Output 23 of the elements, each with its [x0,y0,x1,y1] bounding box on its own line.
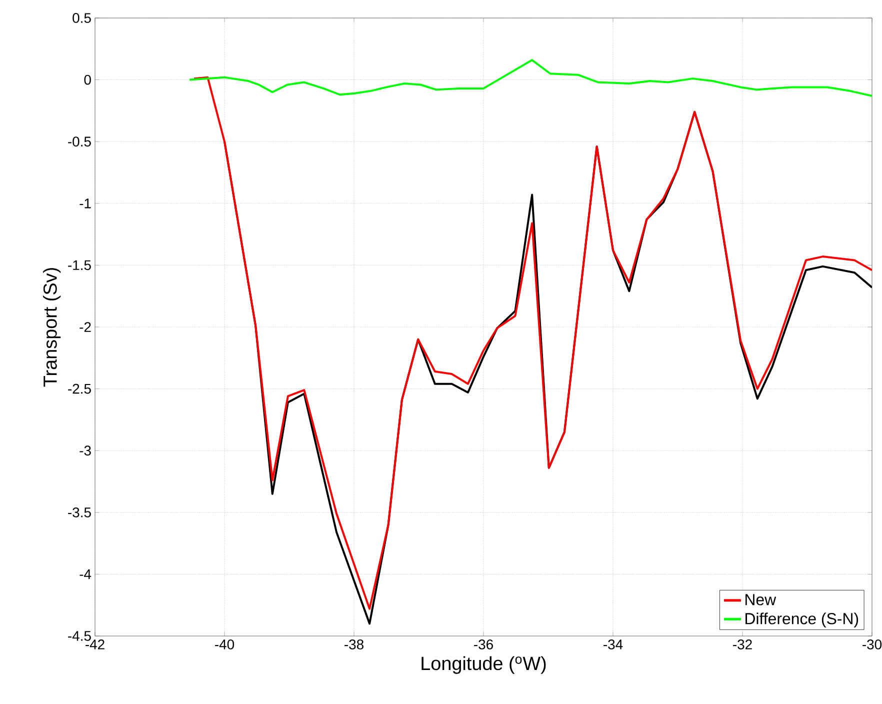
y-axis-title: Transport (Sv) [42,268,61,387]
y-tick-label: -0.5 [68,136,91,147]
legend-label: Difference (S-N) [746,612,858,628]
x-axis-title: Longitude ($^{o}$W) [422,656,546,674]
x-tick-label: -32 [733,640,752,650]
legend-label: New [746,594,776,606]
x-tick-label: -38 [344,640,364,650]
y-tick-label: -4 [80,569,92,579]
y-tick-label: -3.5 [68,507,91,518]
y-tick-label: 0.5 [72,13,91,23]
y-tick-label: -2.5 [68,384,91,394]
line-series [188,59,872,97]
y-tick-label: -3 [80,446,91,456]
y-tick-label: 0 [84,74,91,85]
x-tick-label: -36 [474,640,493,650]
x-tick-label: -40 [215,640,234,650]
y-tick-label: -1.5 [68,260,91,270]
x-tick-label: -30 [862,640,882,650]
x-tick-label: -42 [86,640,104,650]
x-tick-label: -34 [604,640,623,650]
y-tick-label: -1 [80,198,91,208]
y-tick-label: -4.5 [68,631,91,641]
y-tick-label: -2 [80,322,91,332]
